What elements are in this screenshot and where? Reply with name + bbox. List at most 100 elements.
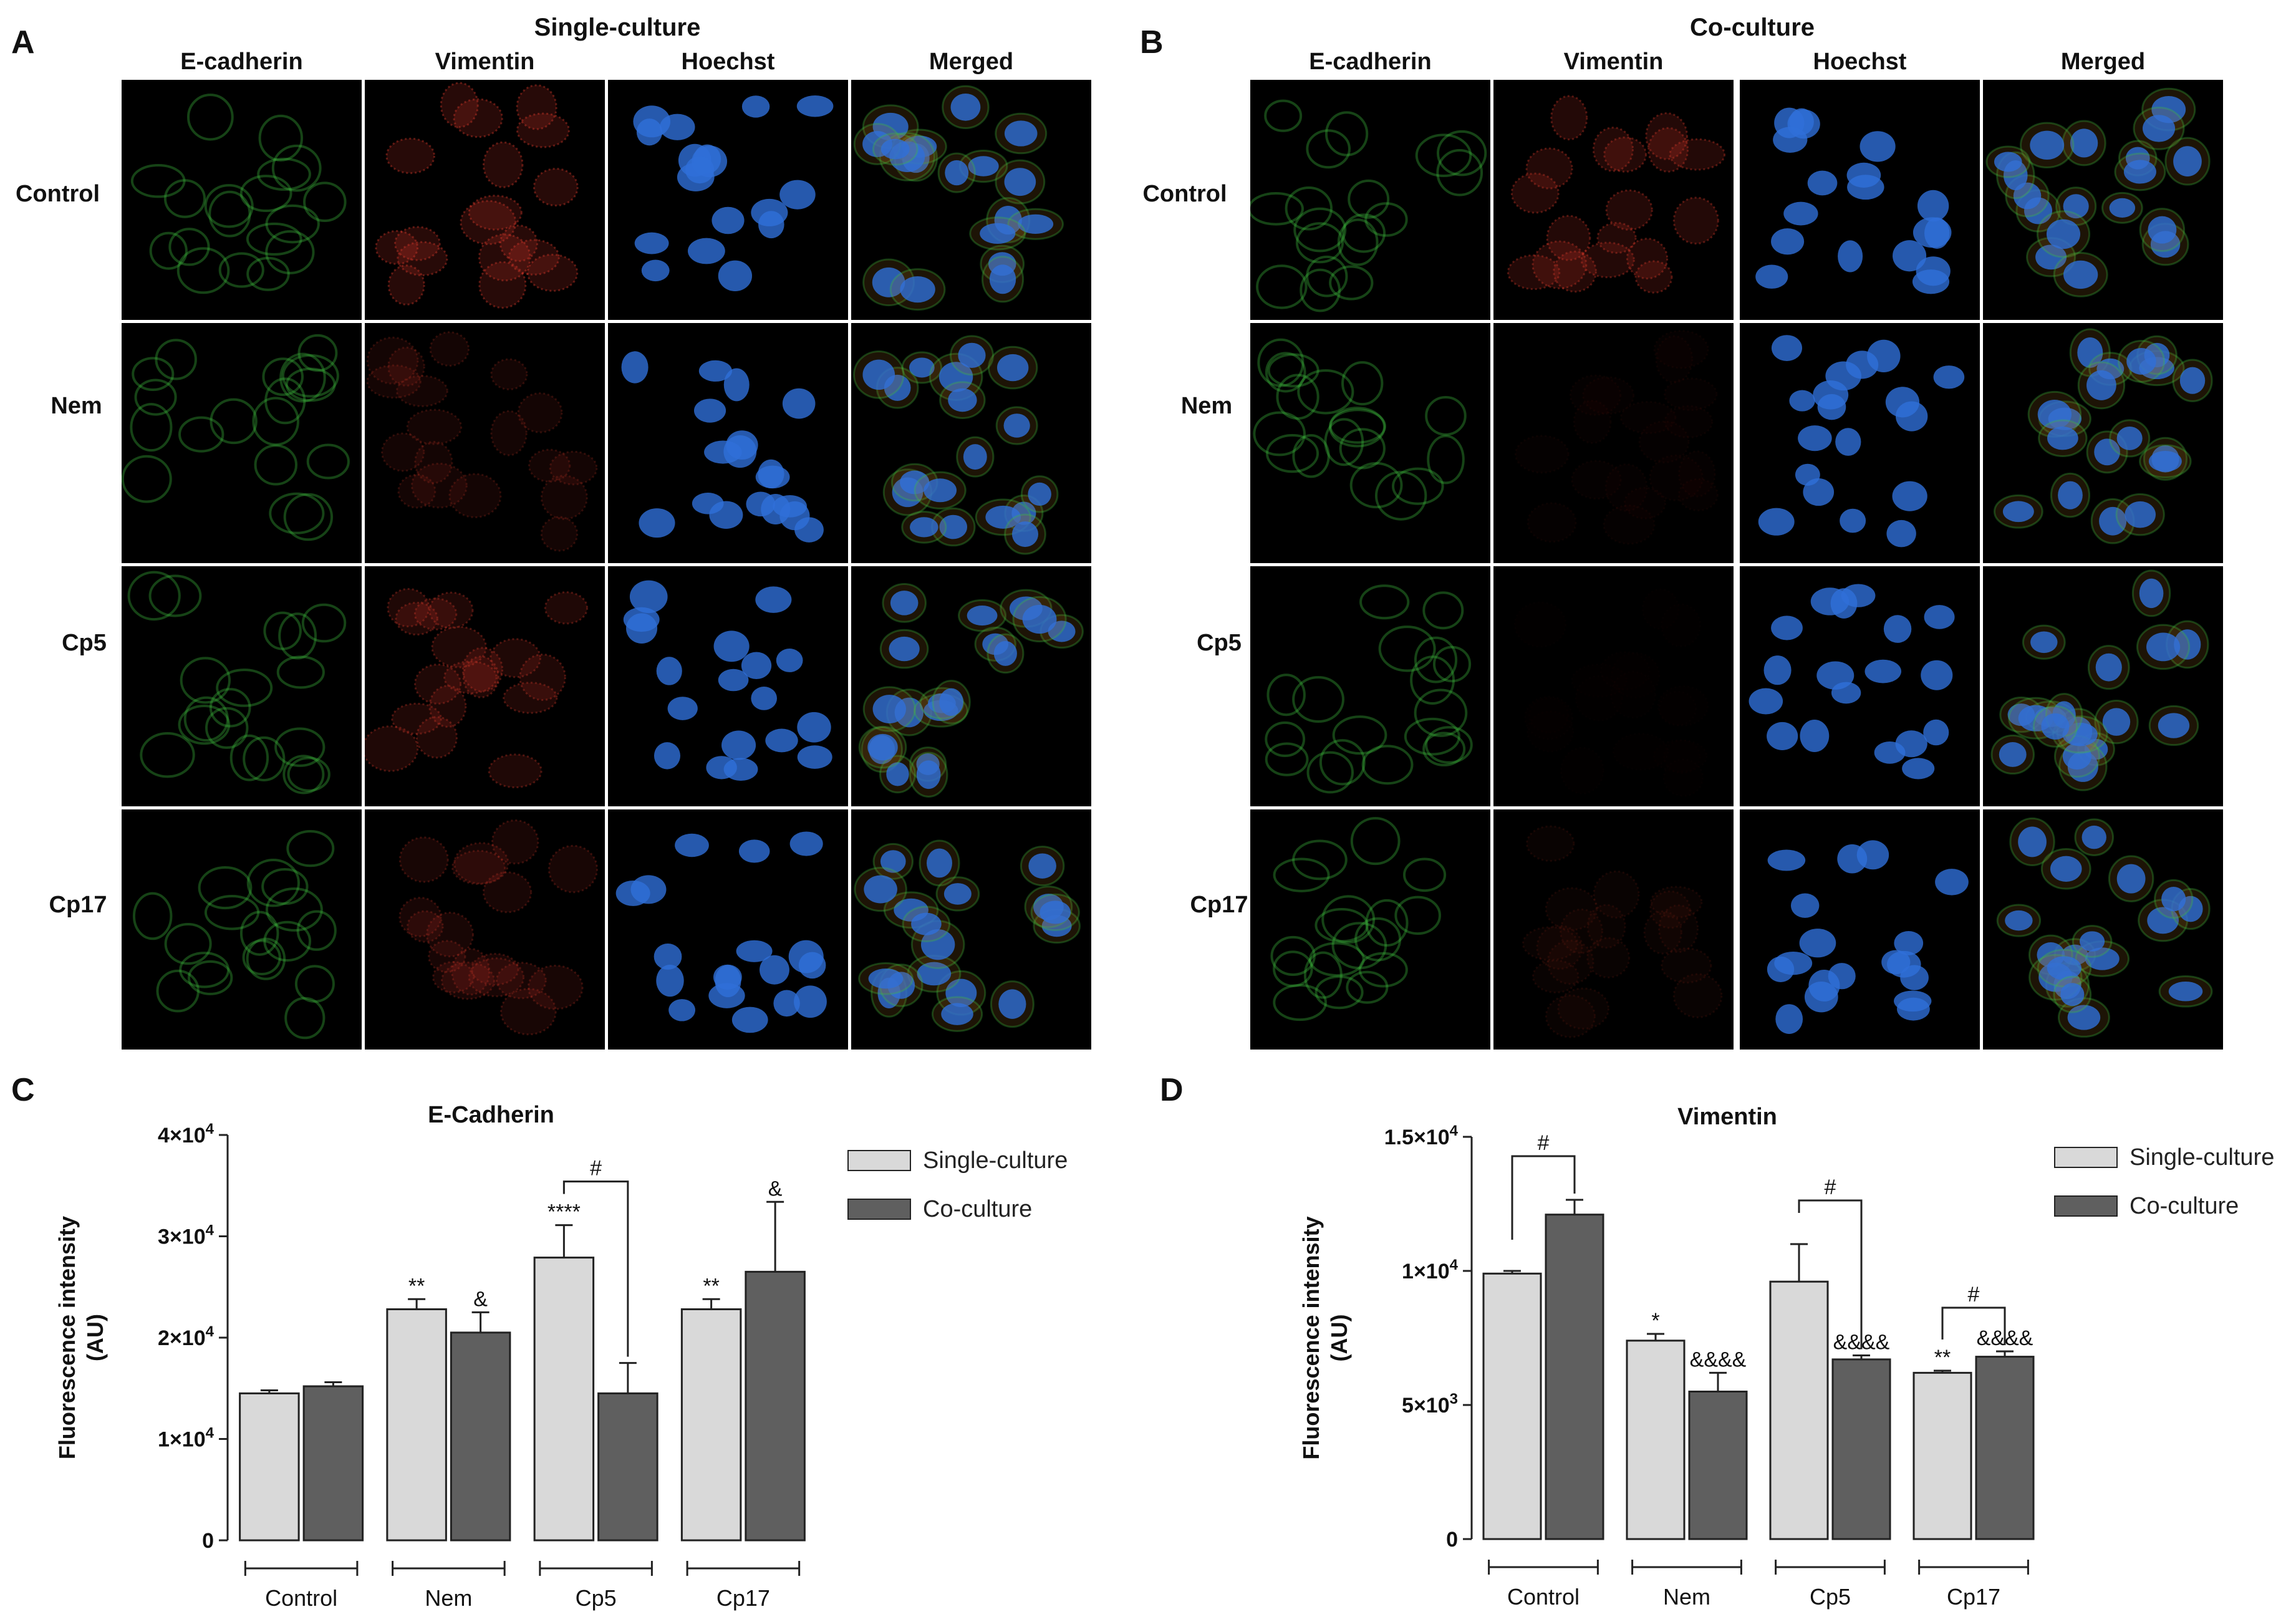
comparison-label: # xyxy=(1538,1131,1550,1155)
vimentin-image xyxy=(1493,80,1734,320)
column-header: Merged xyxy=(929,49,1014,75)
row-header: Cp17 xyxy=(1190,892,1248,918)
legend-swatch xyxy=(2054,1147,2118,1168)
e-cadherin-image xyxy=(122,323,362,563)
merged-image xyxy=(1983,566,2223,806)
y-tick-label: 2×104 xyxy=(158,1323,215,1350)
x-tick-label: Cp5 xyxy=(576,1585,617,1611)
y-tick-label: 0 xyxy=(1446,1528,1458,1552)
legend-swatch xyxy=(847,1199,911,1220)
legend-label: Co-culture xyxy=(923,1196,1032,1222)
vimentin-image xyxy=(1493,566,1734,806)
hoechst-image xyxy=(608,323,848,563)
chart-e-cadherin: E-Cadherin Fluorescence intensity (AU) 0 1×1… xyxy=(54,1102,1068,1611)
merged-image xyxy=(851,566,1091,806)
e-cadherin-image xyxy=(1250,809,1490,1050)
bar-single-culture xyxy=(386,1308,447,1542)
y-tick-label: 4×104 xyxy=(158,1121,215,1147)
y-tick-label: 1.5×104 xyxy=(1384,1122,1459,1149)
row-header: Control xyxy=(15,181,100,207)
bar-co-culture xyxy=(1545,1214,1604,1540)
vimentin-image xyxy=(1493,323,1734,563)
column-header: Vimentin xyxy=(435,49,535,75)
bar-single-culture xyxy=(533,1257,595,1542)
e-cadherin-image xyxy=(1250,323,1490,563)
row-header: Cp17 xyxy=(49,892,107,918)
hoechst-image xyxy=(608,80,848,320)
e-cadherin-image xyxy=(1250,566,1490,806)
bar-co-culture xyxy=(1975,1356,2035,1540)
x-tick-label: Cp17 xyxy=(716,1585,770,1611)
panel-letter-c: C xyxy=(11,1072,35,1108)
comparison-label: # xyxy=(590,1157,602,1180)
merged-image xyxy=(1983,809,2223,1050)
e-cadherin-image xyxy=(1250,80,1490,320)
panel-letter-d: D xyxy=(1160,1072,1184,1108)
bar-single-culture xyxy=(1482,1272,1542,1540)
comparison-bracket xyxy=(1941,1306,2006,1345)
y-axis-label: (AU) xyxy=(1326,1315,1352,1362)
bar-co-culture xyxy=(745,1270,806,1542)
hoechst-image xyxy=(608,566,848,806)
column-header: Merged xyxy=(2060,49,2146,75)
vimentin-image xyxy=(365,566,605,806)
significance-label: ** xyxy=(703,1274,719,1298)
chart-title: Vimentin xyxy=(1677,1104,1777,1130)
panel-letter-a: A xyxy=(11,24,35,60)
comparison-bracket xyxy=(562,1180,629,1357)
x-tick-label: Nem xyxy=(425,1585,472,1611)
e-cadherin-image xyxy=(122,566,362,806)
hoechst-image xyxy=(1740,566,1980,806)
y-axis-label: Fluorescence intensity xyxy=(1298,1216,1324,1459)
legend-swatch xyxy=(847,1150,911,1171)
hoechst-image xyxy=(1740,809,1980,1050)
column-header: Hoechst xyxy=(1813,49,1907,75)
panel-letter-b: B xyxy=(1140,24,1164,60)
x-tick-label: Control xyxy=(1507,1584,1580,1610)
x-tick-label: Nem xyxy=(1663,1584,1710,1610)
bar-single-culture xyxy=(1913,1371,1972,1540)
panel-a-micrographs: E-cadherin Vimentin Hoechst Merged Contr… xyxy=(0,0,1122,1060)
y-tick-label: 3×104 xyxy=(158,1222,215,1249)
y-axis-label: Fluorescence intensity xyxy=(54,1216,80,1459)
row-header: Control xyxy=(1142,181,1227,207)
significance-label: & xyxy=(768,1177,783,1200)
x-tick-label: Cp17 xyxy=(1947,1584,2000,1610)
legend-label: Single-culture xyxy=(923,1147,1068,1174)
y-axis-label: (AU) xyxy=(82,1314,108,1361)
hoechst-image xyxy=(1740,323,1980,563)
x-tick-label: Cp5 xyxy=(1810,1584,1851,1610)
chart-title: E-Cadherin xyxy=(428,1102,554,1128)
bar-co-culture xyxy=(597,1392,658,1542)
y-tick-label: 1×104 xyxy=(1402,1257,1459,1283)
panel-b-title: Co-culture xyxy=(1690,14,1815,41)
column-header: Hoechst xyxy=(681,49,775,75)
merged-image xyxy=(1983,323,2223,563)
bar-single-culture xyxy=(239,1392,300,1542)
e-cadherin-image xyxy=(122,809,362,1050)
significance-label: * xyxy=(1651,1309,1659,1333)
column-header: Vimentin xyxy=(1563,49,1664,75)
row-header: Nem xyxy=(51,393,102,419)
comparison-label: # xyxy=(1825,1175,1836,1199)
comparison-bracket xyxy=(1798,1199,1863,1349)
significance-label: ** xyxy=(408,1274,425,1298)
vimentin-image xyxy=(365,809,605,1050)
merged-image xyxy=(851,809,1091,1050)
vimentin-image xyxy=(365,80,605,320)
significance-label: &&&& xyxy=(1690,1348,1747,1371)
bar-single-culture xyxy=(1769,1280,1829,1540)
e-cadherin-image xyxy=(122,80,362,320)
y-tick-label: 0 xyxy=(202,1529,214,1553)
legend-swatch xyxy=(2054,1195,2118,1217)
vimentin-image xyxy=(365,323,605,563)
bar-co-culture xyxy=(302,1385,364,1542)
comparison-bracket xyxy=(1511,1155,1576,1240)
bar-co-culture xyxy=(1831,1358,1891,1540)
bar-co-culture xyxy=(1688,1391,1748,1540)
merged-image xyxy=(851,323,1091,563)
x-tick-label: Control xyxy=(265,1585,337,1611)
vimentin-image xyxy=(1493,809,1734,1050)
panel-a-title: Single-culture xyxy=(534,14,701,41)
hoechst-image xyxy=(608,809,848,1050)
